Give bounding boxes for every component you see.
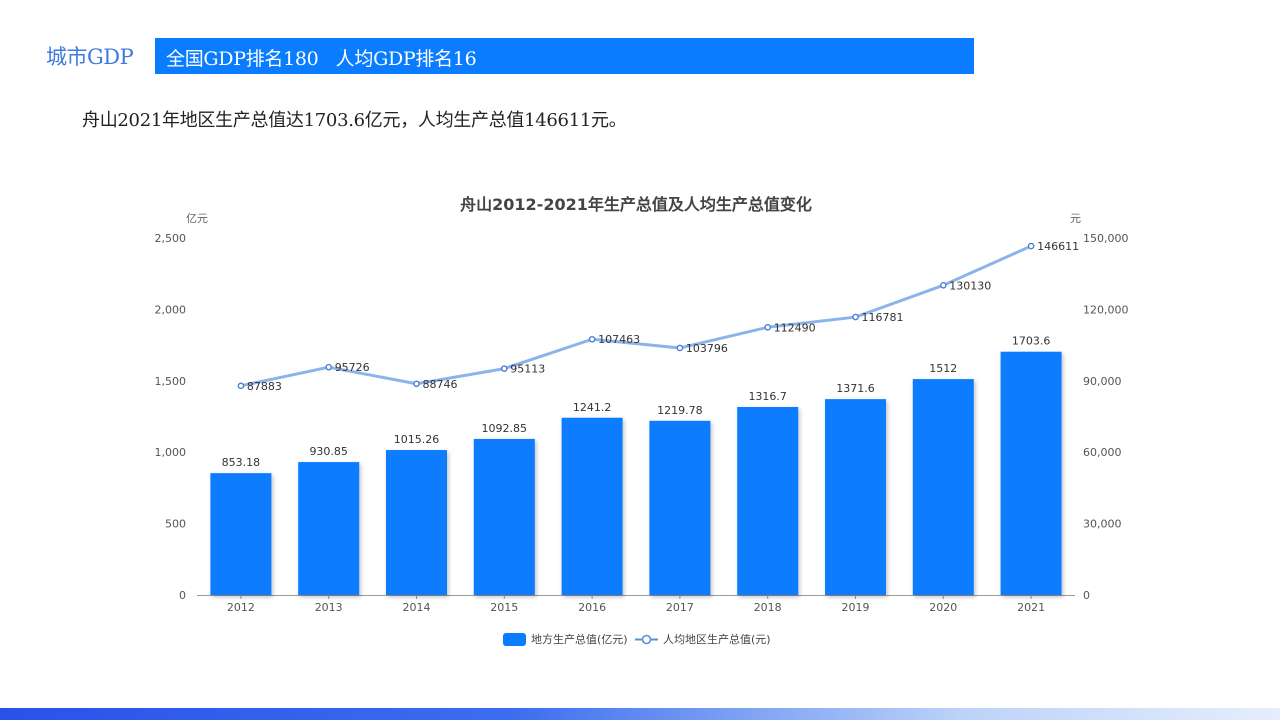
gdp-bar-label: 853.18 — [222, 456, 261, 469]
per-capita-line — [240, 244, 1032, 388]
x-axis-tick-label: 2017 — [666, 601, 694, 614]
left-axis-tick-label: 0 — [179, 589, 186, 602]
gdp-bar-label: 1703.6 — [1012, 335, 1051, 348]
left-axis-tick-label: 1,000 — [155, 446, 187, 459]
left-axis-tick-label: 1,500 — [155, 375, 187, 388]
per-capita-point — [237, 382, 245, 390]
per-capita-label: 146611 — [1037, 240, 1079, 253]
x-axis-tick-label: 2015 — [490, 601, 518, 614]
x-axis-tick-label: 2013 — [315, 601, 343, 614]
bars-layer: 853.18 930.85 1015.26 1092.85 1241.2 1219.78 1… — [210, 335, 1062, 595]
gdp-bar-label: 1371.6 — [836, 382, 875, 395]
gdp-bar-label: 1241.2 — [573, 401, 612, 414]
section-title: 城市GDP — [46, 45, 134, 69]
legend: 地方生产总值(亿元) 人均地区生产总值(元) — [503, 632, 771, 646]
right-axis-tick-label: 0 — [1083, 589, 1090, 602]
x-axis-tick-label: 2019 — [842, 601, 870, 614]
gdp-chart: 舟山2012-2021年生产总值及人均生产总值变化 亿元 元 0 500 1,000… — [155, 195, 1129, 646]
gdp-bar-label: 1015.26 — [394, 433, 440, 446]
left-axis-unit: 亿元 — [186, 212, 208, 225]
per-capita-point — [413, 380, 420, 388]
per-capita-label: 107463 — [598, 333, 640, 346]
per-capita-label: 87883 — [247, 380, 282, 393]
per-capita-point — [588, 335, 596, 343]
x-axis-tick-label: 2018 — [754, 601, 782, 614]
chart-title: 舟山2012-2021年生产总值及人均生产总值变化 — [460, 195, 812, 214]
gdp-bar — [298, 462, 360, 595]
gdp-bar — [1000, 351, 1062, 595]
x-axis-tick-label: 2020 — [929, 601, 957, 614]
gdp-bar — [825, 399, 886, 595]
gdp-bar-label: 930.85 — [309, 445, 348, 458]
legend-bar-swatch — [503, 633, 526, 646]
right-axis-tick-label: 120,000 — [1083, 303, 1129, 316]
left-axis-tick-label: 2,500 — [155, 232, 187, 245]
right-axis-tick-label: 30,000 — [1083, 518, 1122, 531]
left-axis-tick-label: 2,000 — [155, 303, 187, 316]
right-axis-tick-label: 60,000 — [1083, 446, 1122, 459]
ranking-banner: 全国GDP排名180 人均GDP排名16 — [155, 38, 974, 74]
right-axis-unit: 元 — [1070, 212, 1081, 225]
bottom-accent-bar — [0, 708, 1280, 720]
per-capita-point — [764, 323, 772, 331]
legend-line-marker — [641, 634, 652, 645]
gdp-bar — [473, 438, 535, 595]
per-capita-point — [1027, 242, 1035, 250]
per-capita-point — [940, 281, 947, 289]
x-axis-tick-label: 2016 — [578, 601, 606, 614]
right-axis-tick-label: 150,000 — [1083, 232, 1129, 245]
x-axis-tick-label: 2014 — [403, 601, 431, 614]
gdp-bar-label: 1219.78 — [657, 404, 703, 417]
per-capita-label: 88746 — [423, 378, 458, 391]
gdp-bar — [386, 450, 447, 595]
per-capita-label: 116781 — [862, 311, 904, 324]
gdp-bar-label: 1512 — [929, 362, 957, 375]
legend-bar-label: 地方生产总值(亿元) — [531, 632, 628, 646]
gdp-bar — [649, 420, 711, 595]
gdp-bar-label: 1092.85 — [482, 422, 528, 435]
x-axis-tick-label: 2012 — [227, 601, 255, 614]
legend-line-label: 人均地区生产总值(元) — [663, 632, 771, 646]
per-capita-point — [676, 344, 684, 352]
gdp-bar — [912, 379, 974, 595]
per-capita-point — [500, 365, 508, 372]
per-capita-label: 95726 — [335, 361, 370, 374]
per-capita-point — [325, 363, 333, 371]
line-layer: 87883 95726 88746 95113 107463 103796 112490 11… — [237, 240, 1079, 393]
gdp-bar — [210, 473, 272, 595]
per-capita-label: 103796 — [686, 342, 728, 355]
gdp-bar — [737, 406, 799, 595]
gdp-bar-label: 1316.7 — [748, 390, 787, 403]
right-axis-tick-label: 90,000 — [1083, 375, 1122, 388]
summary-text: 舟山2021年地区生产总值达1703.6亿元，人均生产总值146611元。 — [82, 110, 627, 131]
x-axis-tick-label: 2021 — [1017, 601, 1045, 614]
per-capita-point — [852, 313, 859, 321]
per-capita-label: 112490 — [774, 321, 816, 334]
axes-layer: 0 500 1,000 1,500 2,000 2,500 0 30,000 60,000 90,… — [155, 232, 1129, 614]
ranking-banner-text: 全国GDP排名180 人均GDP排名16 — [166, 48, 477, 70]
per-capita-label: 130130 — [949, 279, 991, 292]
per-capita-label: 95113 — [510, 363, 545, 376]
gdp-bar — [561, 417, 623, 595]
left-axis-tick-label: 500 — [165, 518, 186, 531]
